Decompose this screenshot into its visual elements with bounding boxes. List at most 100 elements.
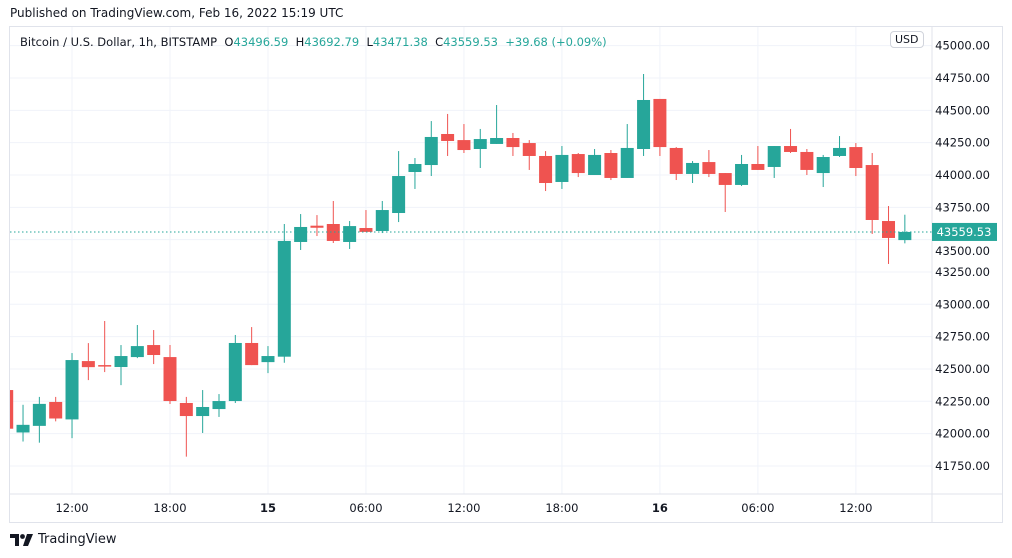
candle-body <box>98 365 112 367</box>
time-tick-label: 18:00 <box>545 501 578 515</box>
axes: 45000.00 44750.00 44500.00 44250.00 44000.00… <box>10 27 1002 522</box>
candle-up <box>196 390 210 433</box>
candle-down <box>163 345 177 405</box>
candle-up <box>294 214 308 250</box>
candle-up <box>408 158 422 189</box>
candle-up <box>637 73 651 156</box>
last-price-badge <box>932 222 997 241</box>
candle-down <box>571 153 585 178</box>
time-tick-label: 12:00 <box>447 501 480 515</box>
candle-down <box>457 124 471 154</box>
candle-body <box>343 226 357 242</box>
candle-down <box>718 173 732 212</box>
symbol-legend: Bitcoin / U.S. Dollar, 1h, BITSTAMP O434… <box>20 35 607 49</box>
candle-down <box>245 327 259 366</box>
low-value: 43471.38 <box>372 35 428 49</box>
candle-body <box>49 401 63 419</box>
candle-up <box>212 394 226 417</box>
price-tick-label: 44500.00 <box>935 103 990 117</box>
time-tick-label: 06:00 <box>349 501 382 515</box>
price-tick-label: 45000.00 <box>935 39 990 53</box>
candle-body <box>392 176 406 214</box>
candle-body <box>898 231 912 241</box>
candle-body <box>865 165 879 220</box>
candle-down <box>506 132 520 156</box>
candle-body <box>702 162 716 174</box>
change-value: +39.68 (+0.09%) <box>505 35 607 49</box>
candle-body <box>637 99 651 149</box>
candle-body <box>849 147 863 169</box>
time-tick-label: 12:00 <box>839 501 872 515</box>
candle-up <box>424 121 438 177</box>
candle-up <box>130 325 144 359</box>
price-tick-label: 44750.00 <box>935 71 990 85</box>
candle-body <box>620 147 634 178</box>
candle-body <box>130 346 144 358</box>
candle-down <box>669 147 683 181</box>
candle-down <box>310 215 324 237</box>
candle-body <box>245 342 259 366</box>
close-label: C <box>435 35 444 49</box>
footer-brand: TradingView <box>10 532 117 547</box>
candle-up <box>16 404 30 442</box>
candle-down <box>522 140 536 170</box>
candle-down <box>702 150 716 178</box>
candle-body <box>800 151 814 170</box>
candle-body <box>163 357 177 402</box>
candle-body <box>539 155 553 184</box>
candle-up <box>392 151 406 223</box>
price-tick-label: 43250.00 <box>935 265 990 279</box>
tradingview-logo-icon <box>10 533 33 546</box>
price-tick-label: 43500.00 <box>935 244 990 258</box>
low-label: L <box>366 35 373 49</box>
chart-frame <box>9 26 1003 523</box>
open-value: 43496.59 <box>233 35 289 49</box>
candle-down <box>441 113 455 156</box>
candle-down <box>10 390 14 429</box>
candle-body <box>375 210 389 231</box>
candle-body <box>816 157 830 174</box>
candle-body <box>718 173 732 185</box>
last-price-label: 43559.53 <box>937 225 992 239</box>
time-tick-label: 16 <box>652 501 668 515</box>
candle-down <box>147 330 161 365</box>
currency-button[interactable]: USD <box>890 31 924 48</box>
candle-up <box>32 396 46 443</box>
candle-body <box>326 224 340 241</box>
candle-down <box>882 206 896 264</box>
candle-up <box>555 146 569 189</box>
price-tick-label: 41750.00 <box>935 459 990 473</box>
candle-up <box>375 200 389 234</box>
candle-body <box>833 147 847 156</box>
candle-body <box>424 136 438 166</box>
footer-brand-name: TradingView <box>38 532 117 547</box>
high-label: H <box>295 35 305 49</box>
candle-up <box>833 136 847 158</box>
candle-down <box>653 98 667 156</box>
candle-body <box>32 403 46 426</box>
candle-body <box>473 139 487 149</box>
time-tick-label: 15 <box>260 501 276 515</box>
candle-down <box>98 320 112 373</box>
candle-up <box>735 154 749 186</box>
candle-body <box>588 154 602 175</box>
candle-up <box>898 214 912 244</box>
candle-body <box>310 225 324 228</box>
price-tick-label: 42750.00 <box>935 330 990 344</box>
candle-body <box>81 361 95 368</box>
high-value: 43692.79 <box>304 35 360 49</box>
symbol-title: Bitcoin / U.S. Dollar, 1h, BITSTAMP <box>20 35 218 49</box>
candle-down <box>179 396 193 457</box>
candle-up <box>816 154 830 188</box>
candle-body <box>359 228 373 232</box>
candle-body <box>490 138 504 144</box>
price-tick-label: 42000.00 <box>935 427 990 441</box>
time-tick-label: 12:00 <box>55 501 88 515</box>
candle-up <box>588 148 602 175</box>
price-tick-label: 42250.00 <box>935 394 990 408</box>
candle-up <box>767 146 781 178</box>
candle-body <box>212 401 226 410</box>
candle-body <box>16 424 30 433</box>
candle-down <box>751 146 765 170</box>
